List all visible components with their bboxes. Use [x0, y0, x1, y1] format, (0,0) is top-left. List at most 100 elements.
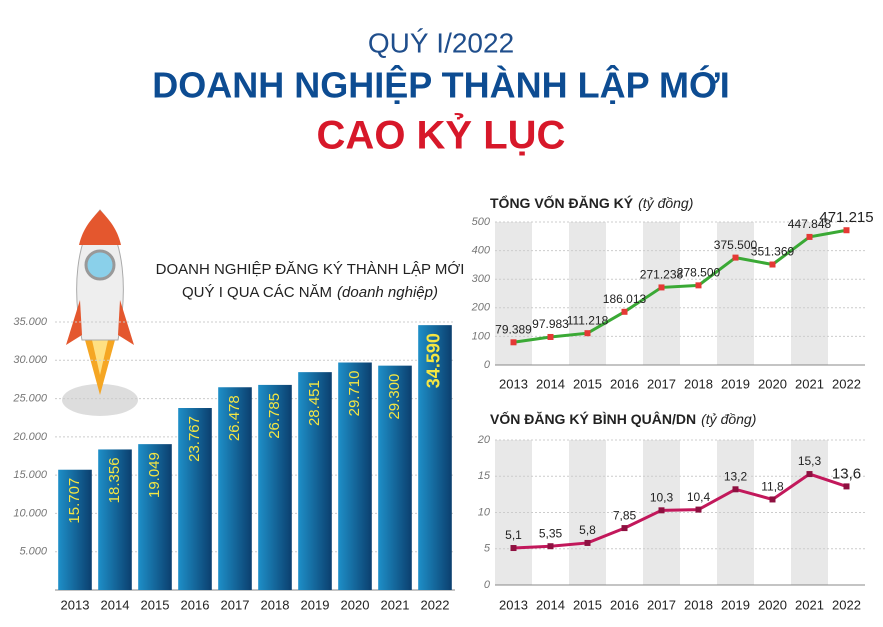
chart-title: DOANH NGHIỆP ĐĂNG KÝ THÀNH LẬP MỚI: [156, 261, 465, 278]
y-tick-label: 0: [484, 359, 491, 371]
x-tick-label: 2018: [684, 376, 713, 391]
marker: [621, 525, 628, 532]
line: [513, 228, 847, 344]
x-tick-label: 2014: [536, 597, 565, 612]
x-tick-label: 2016: [181, 597, 210, 612]
marker: [769, 261, 776, 268]
value-label: 471.215: [819, 209, 873, 226]
subtitle: QUÝ I QUA CÁC NĂM: [182, 284, 332, 301]
y-tick-label: 10.000: [13, 507, 48, 519]
rocket: [62, 209, 138, 416]
marker: [806, 471, 813, 478]
y-tick-label: 35.000: [13, 316, 48, 328]
x-tick-label: 2016: [610, 376, 639, 391]
chart-title: TỔNG VỐN ĐĂNG KÝ (tỷ đồng): [490, 194, 693, 211]
x-tick-label: 2015: [141, 597, 170, 612]
value-label: 10,3: [650, 490, 674, 504]
band: [791, 440, 828, 585]
marker: [621, 308, 628, 315]
bar: [418, 325, 452, 590]
y-tick-label: 5: [484, 543, 491, 555]
y-tick-label: 20: [477, 434, 491, 446]
unit: (doanh nghiệp): [337, 284, 438, 301]
marker: [769, 496, 776, 503]
x-tick-label: 2021: [795, 597, 824, 612]
value-label: 29.300: [386, 374, 403, 420]
x-tick-label: 2016: [610, 597, 639, 612]
x-tick-label: 2018: [684, 597, 713, 612]
value-label: 26.478: [226, 395, 243, 441]
bar: [138, 444, 172, 590]
y-tick-label: 300: [472, 273, 491, 285]
y-tick-label: 0: [484, 579, 491, 591]
value-label: 13,6: [832, 465, 861, 482]
value-label: 15,3: [798, 454, 822, 468]
x-tick-label: 2013: [61, 597, 90, 612]
x-tick-label: 2017: [647, 597, 676, 612]
band: [717, 222, 754, 365]
x-tick-label: 2014: [536, 376, 565, 391]
value-label: 10,4: [687, 490, 711, 504]
value-label: 15.707: [66, 478, 83, 524]
value-label: 271.238: [640, 268, 684, 282]
value-label: 11,8: [761, 480, 784, 494]
x-tick-label: 2020: [758, 597, 787, 612]
headline: DOANH NGHIỆP THÀNH LẬP MỚI: [152, 64, 729, 106]
marker: [547, 333, 554, 340]
x-tick-label: 2013: [499, 597, 528, 612]
value-label: 23.767: [186, 416, 203, 462]
marker: [658, 507, 665, 514]
value-label: 28.451: [306, 380, 323, 426]
marker: [510, 545, 517, 552]
period: QUÝ I/2022: [368, 27, 514, 58]
marker: [658, 284, 665, 291]
x-tick-label: 2020: [341, 597, 370, 612]
bar: [298, 372, 332, 590]
unit: (tỷ đồng): [701, 411, 756, 427]
unit: (tỷ đồng): [638, 195, 693, 211]
chart: 5.000 10.000 15.000 20.000 25.000 30.000 35.00…: [12, 316, 455, 612]
value-label: 375.500: [714, 238, 758, 252]
marker: [732, 486, 739, 493]
title: TỔNG VỐN ĐĂNG KÝ: [490, 194, 634, 211]
y-tick-label: 15: [478, 470, 491, 482]
y-tick-label: 500: [472, 216, 491, 228]
marker: [843, 227, 850, 234]
x-tick-label: 2015: [573, 376, 602, 391]
x-tick-label: 2022: [421, 597, 450, 612]
x-tick-label: 2017: [647, 376, 676, 391]
value-label: 34.590: [424, 333, 444, 388]
y-tick-label: 400: [472, 245, 491, 257]
y-tick-label: 200: [471, 302, 491, 314]
value-label: 18.356: [106, 457, 123, 503]
bar: [378, 365, 412, 590]
x-tick-label: 2017: [221, 597, 250, 612]
y-tick-label: 20.000: [12, 431, 48, 443]
value-label: 7,85: [613, 508, 637, 522]
value-label: 5,1: [505, 528, 522, 542]
y-tick-label: 25.000: [12, 392, 48, 404]
value-label: 19.049: [146, 452, 163, 498]
marker: [806, 233, 813, 240]
y-tick-label: 100: [472, 330, 491, 342]
value-label: 5,8: [579, 523, 596, 537]
x-tick-label: 2022: [832, 597, 861, 612]
value-label: 447.848: [788, 217, 832, 231]
marker: [510, 339, 517, 346]
value-label: 5,35: [539, 526, 563, 540]
y-tick-label: 10: [478, 506, 491, 518]
x-tick-label: 2021: [795, 376, 824, 391]
x-tick-label: 2019: [721, 597, 750, 612]
marker: [843, 483, 850, 490]
value-label: 278.500: [677, 266, 721, 280]
chart-title: VỐN ĐĂNG KÝ BÌNH QUÂN/DN (tỷ đồng): [490, 410, 756, 427]
band: [569, 222, 606, 365]
chart: 0 5 10 15 20 2013 2014 2015 2016 2017 2018 2019 2020…: [477, 434, 865, 612]
value-label: 351.369: [751, 245, 795, 259]
bar: [258, 384, 292, 590]
chart-subtitle: QUÝ I QUA CÁC NĂM (doanh nghiệp): [182, 284, 438, 301]
bar: [218, 387, 252, 590]
x-tick-label: 2018: [261, 597, 290, 612]
x-tick-label: 2013: [499, 376, 528, 391]
